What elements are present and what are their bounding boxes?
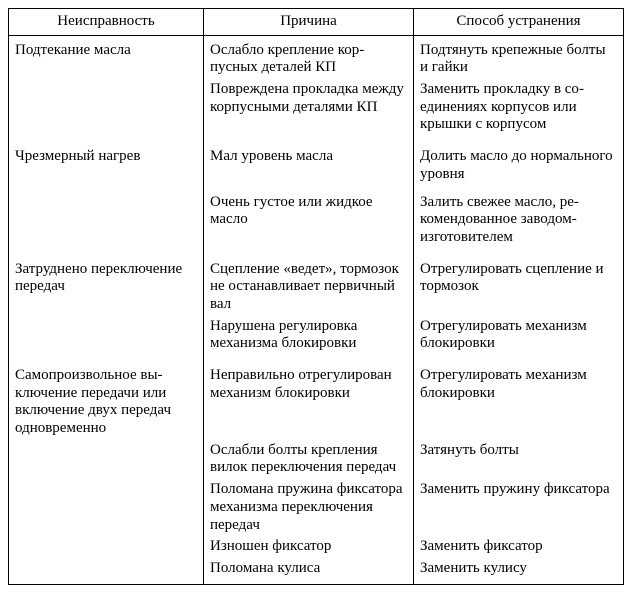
table-body: Подтекание масла Ослабло крепление кор­п…: [9, 35, 624, 584]
table-header-row: Неисправность Причина Способ устранения: [9, 9, 624, 36]
table-row: Затруднено переключение передач Сцеплени…: [9, 249, 624, 316]
table-row: Очень густое или жидкое масло Залить све…: [9, 186, 624, 249]
cell-fault: [9, 186, 204, 249]
cell-fix: Отрегулировать сцепление и тормозок: [414, 249, 624, 316]
header-cause: Причина: [204, 9, 414, 36]
cell-fix: Заменить фиксатор: [414, 536, 624, 558]
cell-fault: Подтекание масла: [9, 35, 204, 79]
cell-cause: Нарушена регулировка механизма блокировк…: [204, 316, 414, 355]
cell-fix: Затянуть болты: [414, 440, 624, 479]
cell-cause: Ослабло крепление кор­пусных деталей КП: [204, 35, 414, 79]
cell-cause: Поломана пружина фик­сатора механизма пе…: [204, 479, 414, 536]
header-fault: Неисправность: [9, 9, 204, 36]
cell-cause: Ослабли болты крепления вилок переключен…: [204, 440, 414, 479]
cell-fix: Заменить прокладку в со­единениях корпус…: [414, 79, 624, 136]
cell-fault: [9, 479, 204, 536]
cell-cause: Неправильно отрегулиро­ван механизм блок…: [204, 355, 414, 440]
cell-cause: Сцепление «ведет», тор­мозок не останавл…: [204, 249, 414, 316]
cell-fault: [9, 79, 204, 136]
cell-fault: [9, 440, 204, 479]
table-row: Чрезмерный нагрев Мал уровень масла Доли…: [9, 136, 624, 185]
cell-fix: Заменить пружину фикса­тора: [414, 479, 624, 536]
table-row: Нарушена регулировка механизма блокировк…: [9, 316, 624, 355]
cell-cause: Мал уровень масла: [204, 136, 414, 185]
cell-fix: Залить свежее масло, ре­комендованное за…: [414, 186, 624, 249]
cell-fix: Долить масло до нормаль­ного уровня: [414, 136, 624, 185]
table-row: Поломана пружина фик­сатора механизма пе…: [9, 479, 624, 536]
cell-fault: Затруднено переключение передач: [9, 249, 204, 316]
cell-cause: Поломана кулиса: [204, 558, 414, 584]
table-row: Самопроизвольное вы­ключение передачи ил…: [9, 355, 624, 440]
table-row: Поломана кулиса Заменить кулису: [9, 558, 624, 584]
cell-cause: Изношен фиксатор: [204, 536, 414, 558]
cell-fix: Подтянуть крепежные болты и гайки: [414, 35, 624, 79]
troubleshooting-table: Неисправность Причина Способ устранения …: [8, 8, 624, 585]
cell-fault: [9, 536, 204, 558]
cell-fix: Отрегулировать механизм блокировки: [414, 355, 624, 440]
cell-fault: Чрезмерный нагрев: [9, 136, 204, 185]
cell-cause: Очень густое или жидкое масло: [204, 186, 414, 249]
table-row: Повреждена прокладка между корпусными де…: [9, 79, 624, 136]
cell-fix: Отрегулировать механизм блокировки: [414, 316, 624, 355]
cell-fault: Самопроизвольное вы­ключение передачи ил…: [9, 355, 204, 440]
cell-fault: [9, 316, 204, 355]
cell-fault: [9, 558, 204, 584]
table-row: Изношен фиксатор Заменить фиксатор: [9, 536, 624, 558]
cell-fix: Заменить кулису: [414, 558, 624, 584]
table-row: Подтекание масла Ослабло крепление кор­п…: [9, 35, 624, 79]
header-fix: Способ устранения: [414, 9, 624, 36]
cell-cause: Повреждена прокладка между корпусными де…: [204, 79, 414, 136]
table-row: Ослабли болты крепления вилок переключен…: [9, 440, 624, 479]
